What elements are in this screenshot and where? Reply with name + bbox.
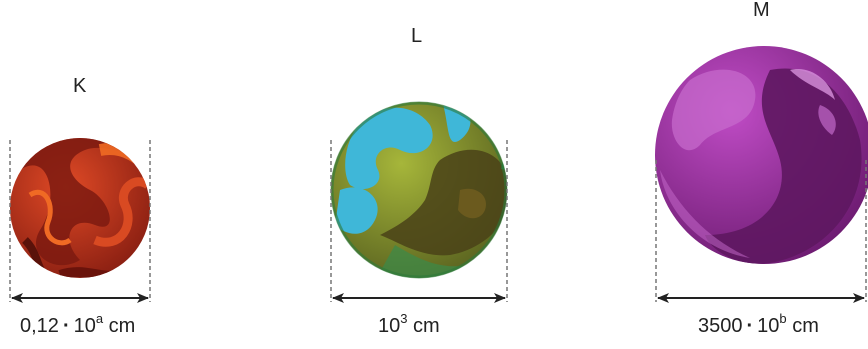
size-label-l: 103 cm	[378, 312, 440, 337]
planet-label-m: M	[753, 0, 770, 21]
power-base-m: 10	[757, 315, 780, 337]
planet-label-k: K	[73, 75, 87, 97]
guide-lines-k	[9, 140, 151, 302]
unit-k: cm	[108, 315, 136, 337]
size-label-m: 3500 · 10b cm	[698, 312, 819, 337]
power-base-k: 10	[73, 315, 96, 337]
power-base-l: 10	[378, 315, 401, 337]
planet-m	[655, 46, 868, 264]
planet-k	[10, 138, 150, 278]
planet-label-l: L	[411, 25, 423, 47]
exponent-l: 3	[400, 311, 408, 326]
guide-lines-m	[655, 160, 867, 302]
multiply-dot-k: ·	[62, 315, 70, 337]
multiply-dot-m: ·	[746, 315, 754, 337]
exponent-m: b	[779, 311, 787, 326]
size-base-m: 3500	[698, 315, 743, 337]
size-label-k: 0,12 · 10a cm	[20, 312, 136, 337]
unit-m: cm	[792, 315, 819, 337]
planet-l	[330, 101, 508, 279]
size-base-k: 0,12	[20, 315, 59, 337]
unit-l: cm	[413, 315, 440, 337]
guide-lines-l	[330, 140, 508, 302]
exponent-k: a	[95, 311, 104, 326]
